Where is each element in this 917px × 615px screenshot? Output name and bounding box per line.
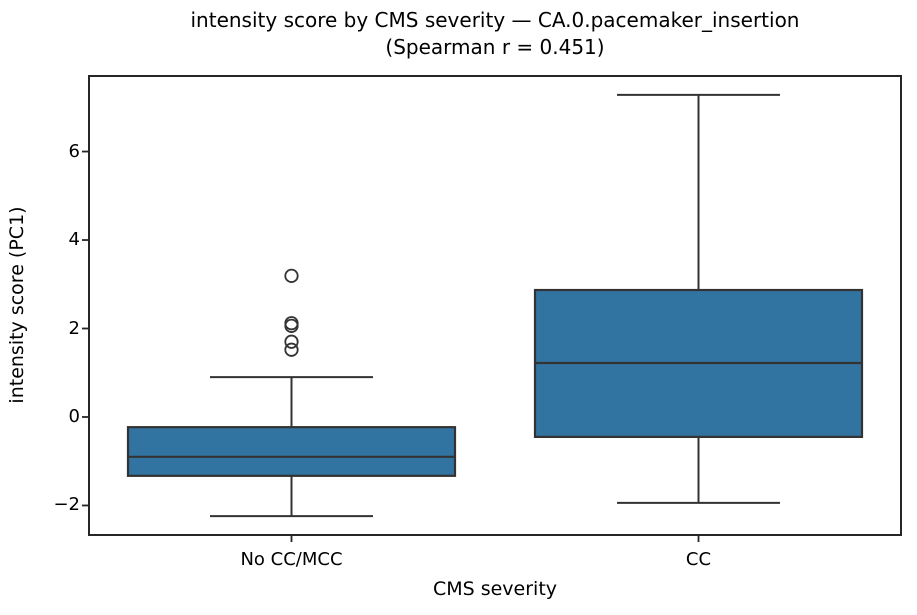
plot-area — [82, 75, 902, 542]
chart-title-line2: (Spearman r = 0.451) — [385, 35, 605, 59]
outlier-point — [284, 268, 299, 283]
x-tick-label: CC — [685, 549, 712, 570]
x-tick-label: No CC/MCC — [240, 549, 343, 570]
boxplot-no-cc-mcc — [126, 268, 457, 518]
y-tick-label: −2 — [53, 494, 80, 516]
outlier-point — [284, 316, 299, 331]
outlier-point — [284, 342, 299, 357]
y-tick-label: 4 — [68, 229, 80, 251]
y-tick-label: 0 — [68, 405, 80, 427]
plot-frame — [88, 75, 902, 536]
chart-title: intensity score by CMS severity — CA.0.p… — [88, 7, 902, 61]
chart-title-line1: intensity score by CMS severity — CA.0.p… — [190, 8, 800, 32]
boxplot-cc — [533, 93, 864, 504]
x-axis-label: CMS severity — [432, 578, 558, 600]
outlier-point — [284, 334, 299, 349]
y-tick-label: 2 — [68, 317, 80, 339]
y-tick-label: 6 — [68, 140, 80, 162]
iqr-box — [126, 426, 457, 477]
